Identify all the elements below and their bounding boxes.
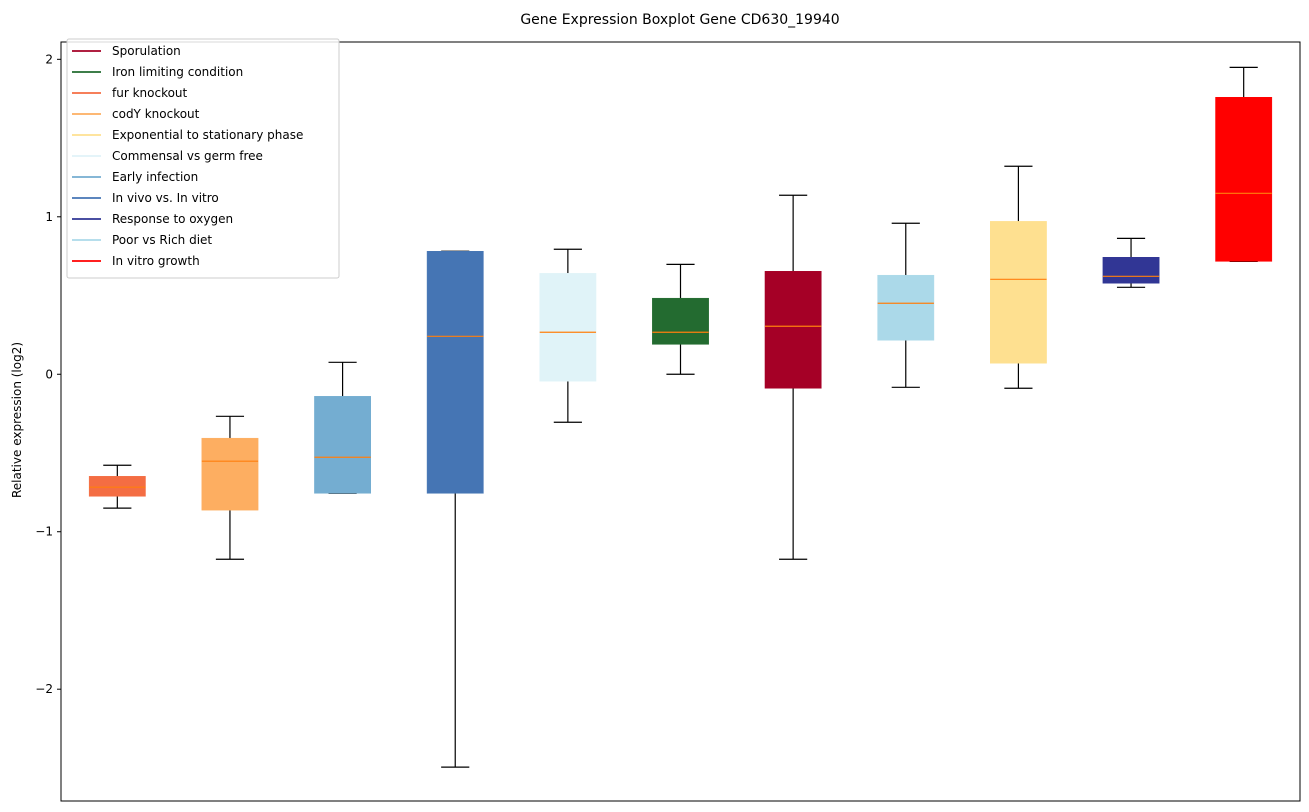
box-5 — [539, 248, 597, 423]
box-10 — [1102, 237, 1160, 288]
box-body — [877, 274, 935, 341]
y-axis-label: Relative expression (log2) — [10, 342, 24, 498]
box-1 — [88, 464, 146, 509]
legend-item: Early infection — [72, 170, 198, 184]
legend-label: Iron limiting condition — [112, 65, 243, 79]
box-2 — [201, 415, 259, 560]
box-body — [652, 297, 709, 345]
legend-label: Sporulation — [112, 44, 181, 58]
legend-label: Commensal vs germ free — [112, 149, 263, 163]
y-tick-label: 1 — [45, 210, 53, 224]
legend: Sporulation Iron limiting condition fur kn… — [66, 38, 340, 279]
box-body — [990, 221, 1047, 364]
legend-label: Early infection — [112, 170, 198, 184]
y-axis-ticks: 2 1 0 −1 −2 — [35, 52, 61, 696]
box-body — [539, 273, 597, 382]
y-tick-label: −1 — [35, 525, 53, 539]
y-tick-label: −2 — [35, 682, 53, 696]
box-body — [88, 476, 146, 497]
legend-label: In vivo vs. In vitro — [112, 191, 219, 205]
legend-item: In vivo vs. In vitro — [72, 191, 219, 205]
box-4 — [426, 250, 484, 768]
legend-item: fur knockout — [72, 86, 188, 100]
axes-frame — [60, 41, 1301, 802]
legend-frame — [66, 38, 340, 279]
legend-item: codY knockout — [72, 107, 200, 121]
legend-item: Exponential to stationary phase — [72, 128, 303, 142]
boxes-layer — [88, 66, 1273, 768]
box-body — [764, 271, 822, 389]
legend-item: Commensal vs germ free — [72, 149, 263, 163]
box-6 — [652, 263, 709, 375]
legend-label: Exponential to stationary phase — [112, 128, 303, 142]
legend-item: In vitro growth — [72, 254, 200, 268]
legend-label: Poor vs Rich diet — [112, 233, 212, 247]
box-7 — [764, 194, 822, 560]
box-body — [1102, 257, 1160, 284]
box-11 — [1215, 66, 1273, 262]
legend-item: Sporulation — [72, 44, 181, 58]
y-tick-label: 2 — [45, 52, 53, 66]
legend-label: codY knockout — [112, 107, 200, 121]
box-9 — [990, 165, 1047, 389]
legend-item: Iron limiting condition — [72, 65, 243, 79]
legend-label: Response to oxygen — [112, 212, 233, 226]
legend-item: Response to oxygen — [72, 212, 233, 226]
box-body — [1215, 97, 1273, 262]
chart-title: Gene Expression Boxplot Gene CD630_19940 — [520, 12, 839, 28]
legend-item: Poor vs Rich diet — [72, 233, 212, 247]
box-body — [201, 437, 259, 511]
box-body — [314, 396, 372, 494]
y-tick-label: 0 — [45, 367, 53, 381]
legend-label: In vitro growth — [112, 254, 200, 268]
box-8 — [877, 222, 935, 388]
legend-label: fur knockout — [112, 86, 188, 100]
box-body — [426, 251, 484, 494]
box-3 — [314, 361, 372, 494]
